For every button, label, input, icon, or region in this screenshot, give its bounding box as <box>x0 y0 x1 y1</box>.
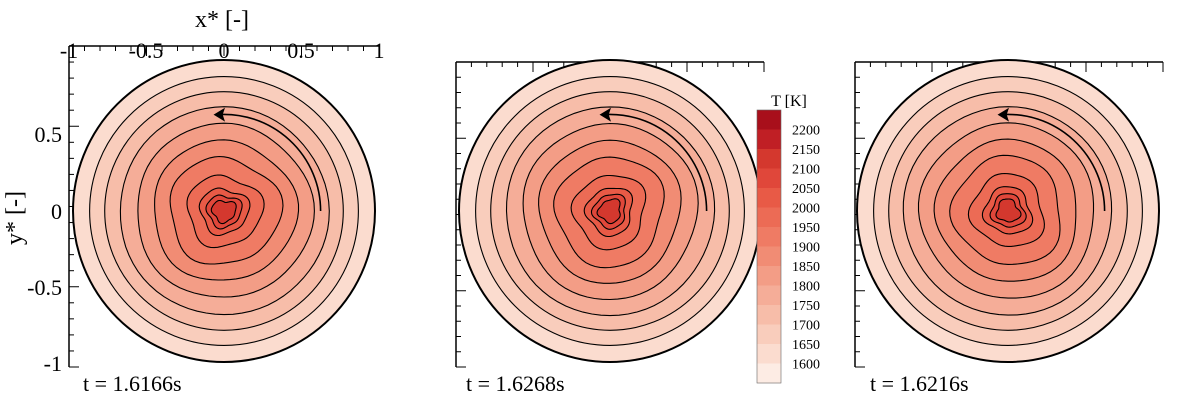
colorbar-level-label: 1650 <box>792 338 820 353</box>
colorbar-swatch <box>757 344 781 364</box>
colorbar-swatch <box>757 305 781 325</box>
colorbar-swatch <box>757 227 781 247</box>
colorbar-level-label: 1800 <box>792 280 820 295</box>
colorbar-level-label: 2200 <box>792 124 820 139</box>
colorbar-frame <box>756 109 782 384</box>
colorbar-swatch <box>757 110 781 130</box>
colorbar-level-label: 2050 <box>792 182 820 197</box>
time-label-panel-2: t = 1.6268s <box>466 371 565 396</box>
rotation-arrow <box>1000 113 1106 212</box>
colorbar-level-label: 1750 <box>792 299 820 314</box>
contour-panel-3 <box>854 59 1164 368</box>
contour-band <box>210 199 237 225</box>
y-tick-label: 0 <box>51 199 62 224</box>
rotation-arrow-head <box>599 107 611 122</box>
colorbar-swatch <box>757 324 781 345</box>
colorbar-level-label: 2150 <box>792 143 820 158</box>
colorbar-level-label: 1950 <box>792 221 820 236</box>
colorbar-swatch <box>757 149 781 169</box>
rotation-arrow <box>602 113 708 212</box>
contour-panel-1 <box>68 45 380 368</box>
colorbar: T [K] 2200 2150 2100 2050 2000 1950 1900 1850 18… <box>756 93 820 384</box>
colorbar-swatch <box>757 285 781 306</box>
colorbar-swatch <box>757 129 781 150</box>
colorbar-level-label: 1900 <box>792 241 820 256</box>
rotation-arrow-head <box>213 107 225 122</box>
x-axis-title: x* [-] <box>195 7 249 33</box>
contour-band <box>596 198 621 225</box>
time-label-panel-3: t = 1.6216s <box>870 371 969 396</box>
y-tick-labels: -1 -0.5 0 0.5 <box>27 122 62 376</box>
colorbar-swatch <box>757 266 781 286</box>
y-tick-label: 0.5 <box>35 122 63 147</box>
colorbar-level-label: 1600 <box>792 358 820 373</box>
y-axis-title: y* [-] <box>2 191 28 245</box>
y-tick-label: -0.5 <box>27 275 62 300</box>
colorbar-level-label: 2000 <box>792 202 820 217</box>
colorbar-swatch <box>757 188 781 208</box>
colorbar-level-label: 2100 <box>792 163 820 178</box>
colorbar-level-label: 1700 <box>792 319 820 334</box>
colorbar-swatch <box>757 363 781 384</box>
colorbar-title: T [K] <box>771 93 807 110</box>
colorbar-level-label: 1850 <box>792 260 820 275</box>
time-label-panel-1: t = 1.6166s <box>83 371 182 396</box>
y-tick-label: -1 <box>44 351 62 376</box>
rotation-arrow-head <box>997 107 1010 122</box>
contour-panel-2 <box>455 59 765 368</box>
colorbar-swatch <box>757 246 781 267</box>
colorbar-swatch <box>757 168 781 189</box>
contour-band <box>995 198 1022 223</box>
colorbar-swatch <box>757 207 781 228</box>
rotation-arrow <box>216 113 322 212</box>
